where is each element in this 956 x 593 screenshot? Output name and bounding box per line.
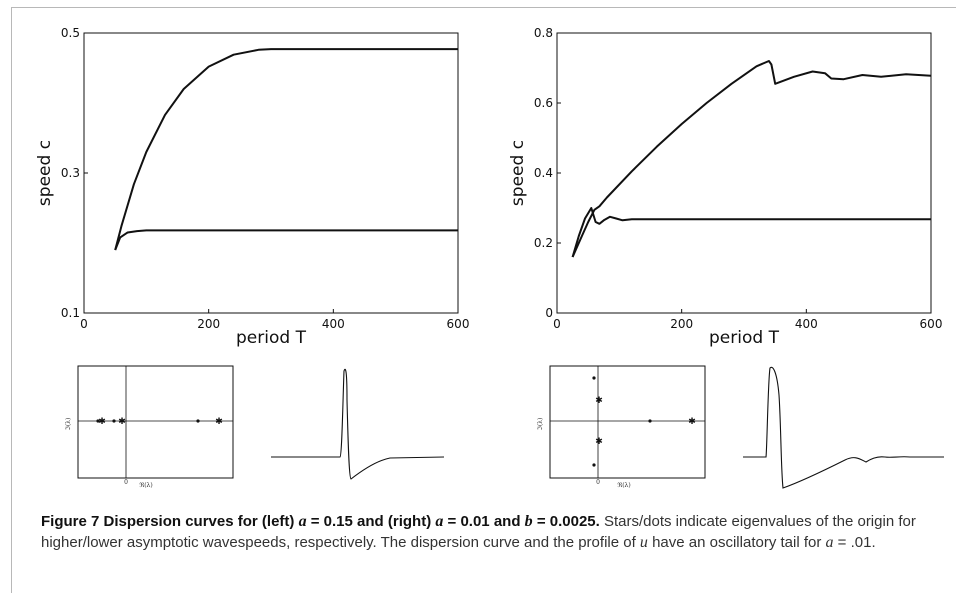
caption-label: Figure 7 xyxy=(41,513,100,530)
right-axis-ticks: 0 200 400 600 0 0.2 0.4 0.6 0.8 xyxy=(534,26,943,331)
right-plot-area xyxy=(556,32,932,314)
y-tick-label: 0 xyxy=(545,306,553,320)
left-eigen-origin: 0 xyxy=(124,479,128,486)
eigen-dot xyxy=(96,419,100,423)
caption-body-1: Stars/dots indicate eigenvalues of the o… xyxy=(41,513,916,551)
eigen-star: ✱ xyxy=(595,396,603,406)
right-chart: 0 200 400 600 0 0.2 0.4 0.6 0.8 period T speed c xyxy=(508,26,942,348)
y-tick-label: 0.6 xyxy=(534,96,553,110)
right-wave-profile xyxy=(743,366,944,489)
caption-val-right: = 0.01 and xyxy=(443,513,525,530)
right-ylabel: speed c xyxy=(508,140,528,206)
caption-title-a: Dispersion curves for (left) xyxy=(103,513,299,530)
right-eigen-inset: ✱ ✱ ✱ ℑ(λ) ℜ(λ) 0 xyxy=(537,365,706,489)
eigen-dot xyxy=(112,419,116,423)
caption-var-a-2: a xyxy=(435,513,444,530)
right-series-line-0 xyxy=(571,60,932,258)
left-series-line-0 xyxy=(114,48,458,251)
eigen-dot xyxy=(196,419,200,423)
left-xlabel: period T xyxy=(236,328,307,348)
caption-var-u: u xyxy=(639,534,648,551)
right-eigen-ylabel: ℑ(λ) xyxy=(537,418,544,431)
x-tick-label: 400 xyxy=(322,317,345,331)
caption-val-b: = 0.0025. xyxy=(532,513,600,530)
right-series xyxy=(571,60,932,258)
y-tick-label: 0.8 xyxy=(534,26,553,40)
eigen-dot xyxy=(592,376,596,380)
left-eigen-points: ✱ ✱ ✱ xyxy=(96,417,223,427)
y-tick-label: 0.3 xyxy=(61,166,80,180)
left-ylabel: speed c xyxy=(35,140,55,206)
right-eigen-origin: 0 xyxy=(596,479,600,486)
left-axis-ticks: 0 200 400 600 0.1 0.3 0.5 xyxy=(61,26,470,331)
caption-val-left: = 0.15 and (right) xyxy=(306,513,436,530)
y-tick-label: 0.5 xyxy=(61,26,80,40)
left-chart: 0 200 400 600 0.1 0.3 0.5 period T speed c xyxy=(35,26,469,348)
left-eigen-ylabel: ℑ(λ) xyxy=(65,418,72,431)
x-tick-label: 600 xyxy=(447,317,470,331)
right-series-line-1 xyxy=(571,207,931,258)
figure-frame xyxy=(11,7,956,593)
x-tick-label: 0 xyxy=(80,317,88,331)
left-eigen-inset: ✱ ✱ ✱ ℑ(λ) ℜ(λ) 0 xyxy=(65,365,234,489)
y-tick-label: 0.1 xyxy=(61,306,80,320)
x-tick-label: 200 xyxy=(670,317,693,331)
caption-var-a-3: a xyxy=(825,534,834,551)
x-tick-label: 400 xyxy=(795,317,818,331)
y-tick-label: 0.4 xyxy=(534,166,553,180)
x-tick-label: 200 xyxy=(197,317,220,331)
caption-var-a: a xyxy=(298,513,307,530)
y-tick-label: 0.2 xyxy=(534,236,553,250)
eigen-dot xyxy=(648,419,652,423)
eigen-star: ✱ xyxy=(688,417,696,427)
left-plot-area xyxy=(83,32,459,314)
left-series-line-1 xyxy=(114,229,458,251)
eigen-star: ✱ xyxy=(595,437,603,447)
caption-var-b: b xyxy=(524,513,533,530)
left-wave-profile xyxy=(271,368,445,480)
x-tick-label: 0 xyxy=(553,317,561,331)
eigen-star: ✱ xyxy=(215,417,223,427)
eigen-star: ✱ xyxy=(118,417,126,427)
eigen-star: ✱ xyxy=(98,417,106,427)
right-eigen-points: ✱ ✱ ✱ xyxy=(592,376,696,467)
eigen-dot xyxy=(592,463,596,467)
right-xlabel: period T xyxy=(709,328,780,348)
figure-caption: Figure 7 Dispersion curves for (left) a … xyxy=(41,511,946,553)
caption-body-2: have an oscillatory tail for xyxy=(647,534,826,551)
caption-body-3: = .01. xyxy=(833,534,876,551)
right-eigen-xlabel: ℜ(λ) xyxy=(617,482,630,489)
left-eigen-xlabel: ℜ(λ) xyxy=(139,482,152,489)
figure-canvas: 0 200 400 600 0.1 0.3 0.5 period T speed c 0 20… xyxy=(35,26,944,489)
left-series xyxy=(114,48,458,251)
x-tick-label: 600 xyxy=(920,317,943,331)
